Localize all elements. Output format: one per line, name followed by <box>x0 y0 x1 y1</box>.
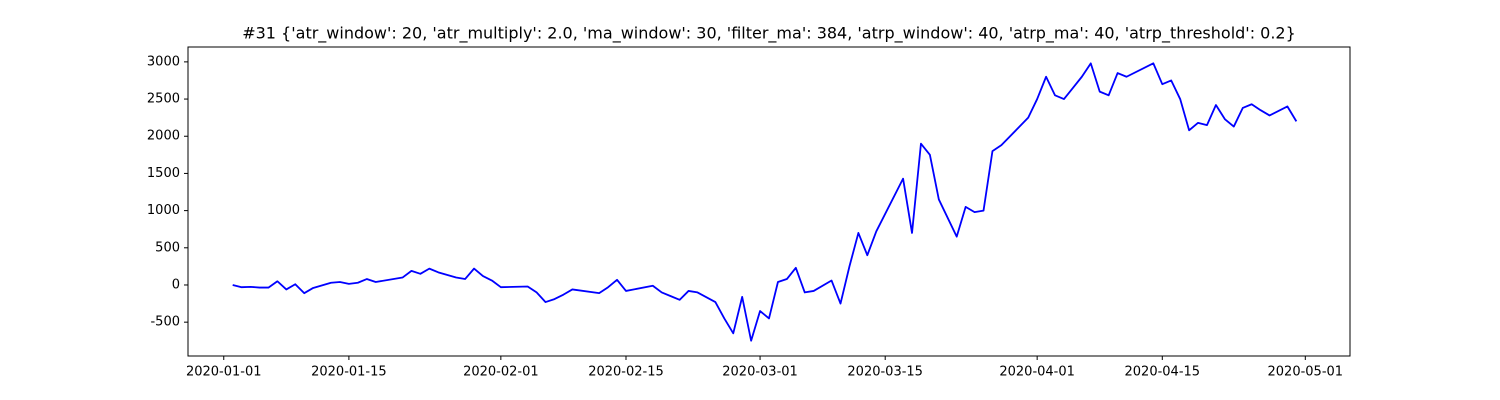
x-tick-label: 2020-05-01 <box>1268 365 1344 380</box>
y-tick-label: -500 <box>150 315 180 330</box>
y-tick-label: 2000 <box>147 129 180 144</box>
y-tick-label: 3000 <box>147 54 180 69</box>
line-series <box>232 62 1298 342</box>
y-tick-label: 500 <box>155 240 180 255</box>
y-tick-label: 2500 <box>147 92 180 107</box>
x-tick-label: 2020-02-15 <box>588 365 664 380</box>
chart-title: #31 {'atr_window': 20, 'atr_multiply': 2… <box>242 24 1296 44</box>
x-tick-label: 2020-04-01 <box>999 365 1075 380</box>
x-tick-label: 2020-03-15 <box>847 365 923 380</box>
x-tick-label: 2020-01-15 <box>311 365 387 380</box>
x-tick-label: 2020-04-15 <box>1125 365 1201 380</box>
y-tick-label: 1000 <box>147 203 180 218</box>
plot-frame <box>187 46 1351 357</box>
x-tick-label: 2020-03-01 <box>722 365 798 380</box>
y-tick-label: 0 <box>172 277 180 292</box>
y-tick-label: 1500 <box>147 166 180 181</box>
x-tick-label: 2020-01-01 <box>186 365 262 380</box>
x-tick-label: 2020-02-01 <box>463 365 539 380</box>
